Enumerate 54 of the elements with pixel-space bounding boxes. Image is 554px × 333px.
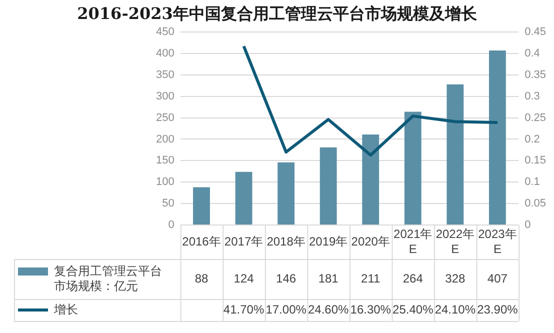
legend-label: 复合用工管理云平台市场规模：亿元 (54, 264, 162, 293)
x-tick-label: 2022年E (436, 226, 475, 256)
y2-tick-label: 0.25 (524, 112, 546, 124)
data-label: 264 (402, 271, 424, 286)
y2-tick-label: 0 (524, 219, 531, 232)
data-label: 407 (487, 271, 508, 286)
data-label: 328 (445, 271, 466, 286)
data-label: 124 (234, 271, 254, 286)
y-tick-label: 150 (156, 154, 174, 167)
data-label: 24.60% (308, 302, 350, 316)
data-label: 24.10% (434, 302, 476, 316)
chart-title: 2016-2023年中国复合用工管理云平台市场规模及增长 (77, 4, 478, 24)
data-label: 17.00% (266, 302, 307, 316)
data-label: 181 (318, 271, 339, 286)
y-tick-label: 450 (156, 26, 174, 38)
bar (278, 162, 295, 224)
data-label: 211 (361, 271, 380, 286)
bar (446, 84, 464, 224)
bar (193, 187, 210, 224)
x-tick-label: 2018年 (266, 234, 306, 248)
y2-tick-label: 0.4 (524, 47, 540, 60)
y-tick-label: 50 (162, 198, 174, 210)
y2-tick-label: 0.05 (524, 198, 546, 210)
data-label: 146 (276, 271, 296, 286)
x-tick-label: 2017年 (224, 234, 264, 248)
y2-tick-label: 0.15 (524, 154, 546, 167)
y-tick-label: 0 (168, 219, 174, 232)
y-tick-label: 100 (156, 176, 174, 188)
data-label: 16.30% (350, 302, 392, 316)
x-tick-label: 2016年 (182, 234, 221, 248)
y2-tick-label: 0.3 (524, 90, 540, 102)
y-tick-label: 350 (156, 68, 174, 81)
x-tick-label: 2023年E (478, 226, 517, 256)
y2-tick-label: 0.35 (524, 68, 546, 81)
y2-tick-label: 0.1 (524, 176, 540, 188)
bar (362, 134, 380, 224)
y-tick-label: 250 (156, 112, 174, 124)
x-tick-label: 2021年E (394, 226, 432, 256)
bar (235, 172, 252, 224)
y-tick-label: 300 (156, 90, 174, 102)
bar (320, 147, 337, 224)
x-tick-label: 2019年 (308, 234, 348, 248)
y2-tick-label: 0.45 (524, 26, 546, 38)
y2-tick-label: 0.2 (524, 133, 540, 146)
data-label: 88 (194, 271, 208, 286)
legend-label: 增长 (53, 302, 78, 316)
data-label: 41.70% (223, 302, 264, 316)
bar (404, 112, 422, 224)
data-label: 25.40% (392, 302, 434, 316)
x-tick-label: 2020年 (351, 234, 390, 248)
y-tick-label: 400 (156, 47, 174, 60)
data-label: 23.90% (477, 302, 518, 316)
y-tick-label: 200 (156, 133, 174, 146)
bar (488, 50, 506, 224)
